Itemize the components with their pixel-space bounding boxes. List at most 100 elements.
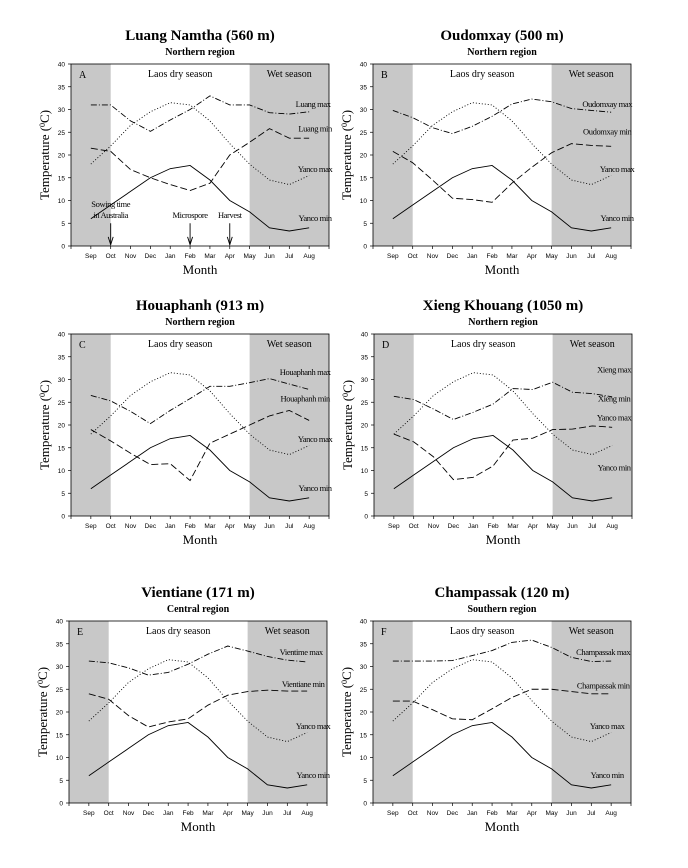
annotation-label: in Australia bbox=[93, 210, 128, 220]
x-tick-label: Sep bbox=[85, 523, 97, 530]
annotation-label: Microspore bbox=[172, 210, 208, 220]
chart-subtitle: Northern region bbox=[467, 47, 537, 58]
series-line-luang-min bbox=[90, 128, 310, 191]
x-tick-label: Nov bbox=[125, 523, 137, 530]
series-label: Yanco max bbox=[296, 721, 332, 731]
series-line-houaphanh-min bbox=[90, 409, 310, 482]
x-tick-label: Sep bbox=[387, 810, 399, 817]
x-axis-label: Month bbox=[183, 532, 218, 547]
x-tick-label: Dec bbox=[447, 810, 459, 817]
series-line-yanco-min bbox=[90, 164, 310, 232]
y-axis-label-text: Temperature ( bbox=[35, 684, 50, 757]
y-tick-label: 35 bbox=[360, 641, 368, 648]
y-tick-label: 25 bbox=[58, 130, 66, 137]
series-label: Yanco min bbox=[591, 770, 625, 780]
dry-season-label: Laos dry season bbox=[146, 626, 210, 637]
x-tick-label: Apr bbox=[225, 523, 236, 530]
x-tick-label: Jul bbox=[587, 810, 596, 817]
x-tick-label: Nov bbox=[427, 810, 439, 817]
y-tick-label: 40 bbox=[58, 332, 66, 339]
y-axis-label-text: Temperature ( bbox=[37, 127, 52, 200]
y-tick-label: 40 bbox=[56, 619, 64, 626]
chart-panel-c: Houaphanh (913 m) Northern region C Laos dr… bbox=[37, 298, 334, 547]
x-tick-label: Aug bbox=[301, 810, 313, 817]
y-tick-label: 40 bbox=[361, 332, 369, 339]
chart-subtitle: Southern region bbox=[468, 604, 537, 615]
y-tick-label: 40 bbox=[58, 62, 66, 69]
wet-season-label: Wet season bbox=[569, 69, 614, 80]
panel-letter: E bbox=[77, 627, 83, 638]
y-tick-label: 15 bbox=[360, 732, 368, 739]
wet-season-label: Wet season bbox=[570, 339, 615, 350]
chart-panel-f: Champassak (120 m) Southern region F Laos d… bbox=[339, 585, 632, 834]
y-tick-label: 30 bbox=[361, 377, 369, 384]
shaded-region-sep bbox=[71, 64, 111, 246]
wet-season-label: Wet season bbox=[267, 339, 312, 350]
x-tick-label: Jul bbox=[283, 810, 292, 817]
shaded-region-wet bbox=[247, 621, 327, 803]
y-tick-label: 40 bbox=[360, 62, 368, 69]
x-tick-label: Jul bbox=[588, 523, 597, 530]
shaded-region-sep bbox=[373, 621, 413, 803]
arrow-head-icon bbox=[187, 236, 194, 247]
x-tick-label: Aug bbox=[303, 523, 315, 530]
y-axis-label: Temperature (0C) bbox=[339, 667, 354, 757]
panel-letter: A bbox=[79, 70, 87, 81]
shaded-region-wet bbox=[249, 64, 329, 246]
series-line-yanco-max bbox=[392, 102, 612, 186]
x-tick-label: Dec bbox=[448, 523, 460, 530]
y-axis-label: Temperature (0C) bbox=[340, 380, 355, 470]
x-tick-label: Dec bbox=[145, 253, 157, 260]
y-tick-label: 30 bbox=[360, 107, 368, 114]
series-label: Champassak max bbox=[576, 647, 631, 657]
x-tick-label: Apr bbox=[527, 810, 538, 817]
y-tick-label: 35 bbox=[56, 641, 64, 648]
x-tick-label: Jan bbox=[165, 253, 176, 260]
series-line-yanco-min bbox=[90, 434, 310, 502]
series-label: Houaphanh min bbox=[281, 393, 331, 403]
chart-subtitle: Northern region bbox=[165, 317, 235, 328]
x-tick-label: Feb bbox=[182, 810, 194, 817]
y-tick-label: 5 bbox=[364, 491, 368, 498]
x-tick-label: Sep bbox=[388, 523, 400, 530]
y-tick-label: 0 bbox=[59, 801, 63, 808]
y-tick-label: 15 bbox=[361, 445, 369, 452]
y-axis-label-superscript: 0 bbox=[36, 680, 45, 684]
series-label: Champassak min bbox=[577, 680, 631, 690]
chart-subtitle: Central region bbox=[167, 604, 230, 615]
dry-season-label: Laos dry season bbox=[148, 339, 212, 350]
y-tick-label: 10 bbox=[56, 755, 64, 762]
x-axis-label: Month bbox=[486, 532, 521, 547]
x-tick-label: Dec bbox=[143, 810, 155, 817]
chart-subtitle: Northern region bbox=[468, 317, 538, 328]
x-tick-label: May bbox=[241, 810, 254, 817]
shaded-region-sep bbox=[374, 334, 414, 516]
series-label: Yanco min bbox=[601, 213, 635, 223]
y-axis-label-superscript: 0 bbox=[38, 393, 47, 397]
y-tick-label: 35 bbox=[360, 84, 368, 91]
x-tick-label: Oct bbox=[106, 523, 116, 530]
arrow-head-icon bbox=[107, 236, 114, 247]
series-line-luang-max bbox=[90, 95, 310, 132]
series-label: Oudomxay max bbox=[582, 99, 633, 109]
series-label: Xieng max bbox=[597, 365, 632, 375]
y-tick-label: 35 bbox=[58, 84, 66, 91]
x-tick-label: Jan bbox=[165, 523, 176, 530]
y-tick-label: 15 bbox=[56, 732, 64, 739]
x-tick-label: Mar bbox=[204, 523, 216, 530]
annotation-label: Harvest bbox=[218, 210, 243, 220]
y-tick-label: 20 bbox=[361, 423, 369, 430]
y-axis-label-unit: C) bbox=[339, 110, 354, 123]
series-line-yanco-max bbox=[90, 102, 310, 186]
y-axis-label-unit: C) bbox=[339, 667, 354, 680]
y-tick-label: 10 bbox=[360, 198, 368, 205]
shaded-region-wet bbox=[551, 621, 631, 803]
shaded-region-wet bbox=[249, 334, 329, 516]
x-tick-label: Dec bbox=[447, 253, 459, 260]
y-axis-label: Temperature (0C) bbox=[339, 110, 354, 200]
x-tick-label: Jun bbox=[567, 523, 578, 530]
series-label: Yanco min bbox=[297, 770, 331, 780]
y-tick-label: 10 bbox=[360, 755, 368, 762]
x-tick-label: Jun bbox=[566, 253, 577, 260]
series-label: Yanco max bbox=[600, 164, 636, 174]
